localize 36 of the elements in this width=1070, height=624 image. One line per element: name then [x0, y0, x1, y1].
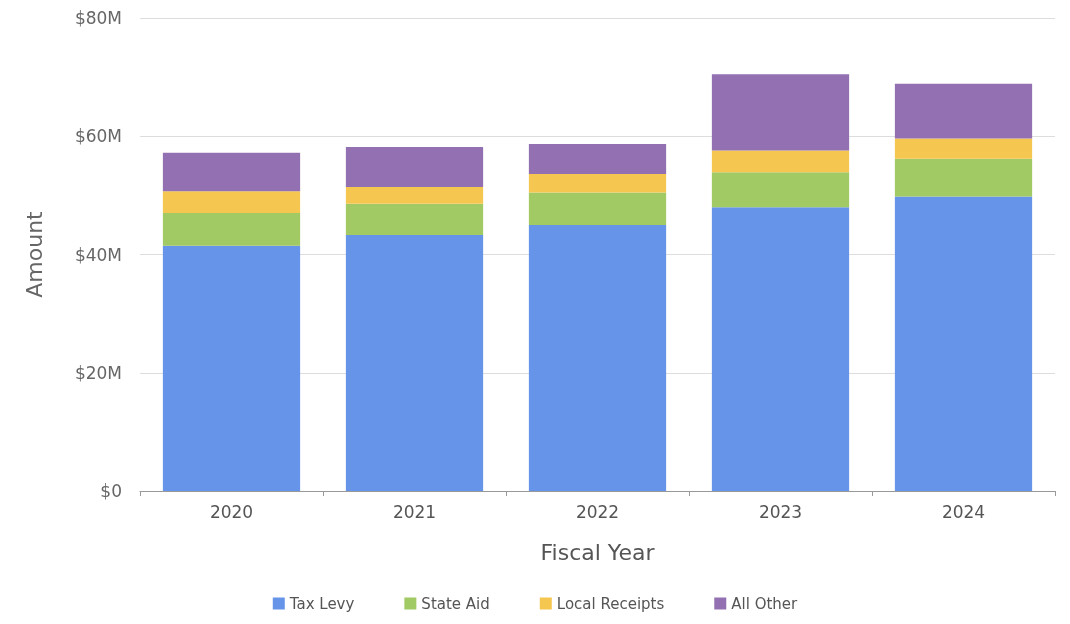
- y-tick-label: $0: [100, 481, 122, 501]
- legend-label: Local Receipts: [556, 594, 665, 613]
- bar: [345, 187, 484, 204]
- bar: [894, 138, 1033, 159]
- x-tick-label: 2023: [758, 501, 803, 522]
- bar: [711, 207, 850, 491]
- legend-label: State Aid: [421, 594, 490, 613]
- bar: [162, 213, 301, 246]
- y-tick-label: $60M: [74, 126, 122, 147]
- bar: [894, 83, 1033, 139]
- bar: [528, 224, 667, 491]
- bar: [711, 74, 850, 151]
- bar: [345, 146, 484, 188]
- bar: [528, 143, 667, 175]
- bar: [711, 172, 850, 208]
- bar: [894, 158, 1033, 197]
- y-tick-label: $40M: [74, 244, 122, 265]
- bar: [528, 192, 667, 225]
- legend-label: All Other: [731, 594, 799, 613]
- bar: [711, 150, 850, 173]
- x-tick-label: 2021: [392, 501, 437, 522]
- bar: [345, 203, 484, 235]
- x-tick-label: 2022: [575, 501, 620, 522]
- legend-label: Tax Levy: [288, 594, 355, 613]
- bar: [528, 174, 667, 193]
- y-axis-title: Amount: [21, 210, 47, 298]
- x-axis-title: Fiscal Year: [540, 539, 656, 565]
- x-tick-label: 2024: [941, 501, 986, 522]
- y-tick-label: $80M: [74, 8, 122, 28]
- bar: [345, 234, 484, 491]
- bar: [162, 245, 301, 491]
- x-tick-label: 2020: [209, 501, 254, 522]
- y-tick-label: $20M: [74, 362, 122, 383]
- bar: [894, 196, 1033, 491]
- bar: [162, 191, 301, 214]
- bar: [162, 152, 301, 192]
